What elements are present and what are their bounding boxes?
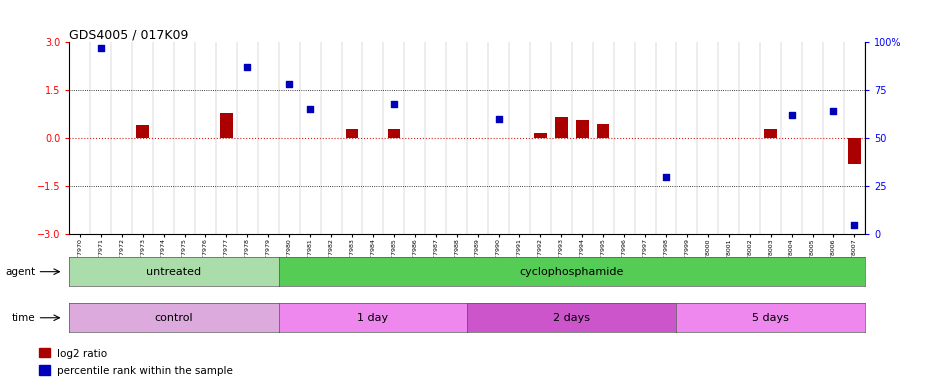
Text: 5 days: 5 days bbox=[752, 313, 789, 323]
Text: cyclophosphamide: cyclophosphamide bbox=[520, 266, 624, 277]
Text: agent: agent bbox=[6, 266, 36, 277]
Bar bbox=[848, 138, 860, 164]
Point bbox=[302, 106, 317, 113]
Text: 1 day: 1 day bbox=[357, 313, 388, 323]
Bar bbox=[409, 137, 421, 138]
Point bbox=[387, 101, 401, 107]
Bar bbox=[39, 348, 50, 357]
Bar bbox=[764, 129, 777, 138]
Bar bbox=[94, 137, 107, 138]
Bar bbox=[744, 137, 756, 138]
Bar bbox=[681, 137, 693, 138]
Bar bbox=[199, 137, 212, 138]
Bar bbox=[513, 137, 525, 138]
Point bbox=[659, 174, 673, 180]
Bar bbox=[74, 137, 86, 138]
Text: untreated: untreated bbox=[146, 266, 202, 277]
Point bbox=[93, 45, 108, 51]
Point bbox=[847, 222, 862, 228]
Point bbox=[491, 116, 506, 122]
Bar bbox=[576, 120, 588, 138]
Bar bbox=[157, 137, 170, 138]
Bar bbox=[136, 125, 149, 138]
Bar bbox=[785, 137, 798, 138]
Point bbox=[240, 64, 254, 70]
Bar bbox=[220, 113, 233, 138]
Point bbox=[282, 81, 297, 88]
Bar bbox=[366, 137, 379, 138]
Bar bbox=[116, 137, 128, 138]
Bar bbox=[429, 137, 442, 138]
Text: control: control bbox=[154, 313, 193, 323]
Bar bbox=[618, 137, 631, 138]
Bar bbox=[701, 137, 714, 138]
Point bbox=[784, 112, 799, 118]
Bar bbox=[492, 137, 505, 138]
Bar bbox=[534, 134, 547, 138]
Bar bbox=[325, 137, 338, 138]
Bar bbox=[262, 137, 275, 138]
Bar bbox=[472, 137, 484, 138]
Bar bbox=[283, 137, 295, 138]
Point bbox=[826, 108, 841, 114]
Bar bbox=[241, 137, 253, 138]
Bar bbox=[450, 137, 462, 138]
Text: GDS4005 / 017K09: GDS4005 / 017K09 bbox=[69, 28, 189, 41]
Bar bbox=[555, 118, 568, 138]
Text: 2 days: 2 days bbox=[553, 313, 590, 323]
Bar bbox=[807, 137, 819, 138]
Bar bbox=[39, 365, 50, 375]
Bar bbox=[303, 137, 316, 138]
Bar bbox=[346, 129, 358, 138]
Text: percentile rank within the sample: percentile rank within the sample bbox=[57, 366, 233, 376]
Bar bbox=[388, 129, 401, 138]
Bar bbox=[597, 124, 610, 138]
Text: time: time bbox=[12, 313, 36, 323]
Bar bbox=[639, 137, 651, 138]
Bar bbox=[179, 137, 191, 138]
Bar bbox=[722, 137, 735, 138]
Bar bbox=[827, 137, 840, 138]
Bar bbox=[660, 137, 672, 138]
Text: log2 ratio: log2 ratio bbox=[57, 349, 107, 359]
